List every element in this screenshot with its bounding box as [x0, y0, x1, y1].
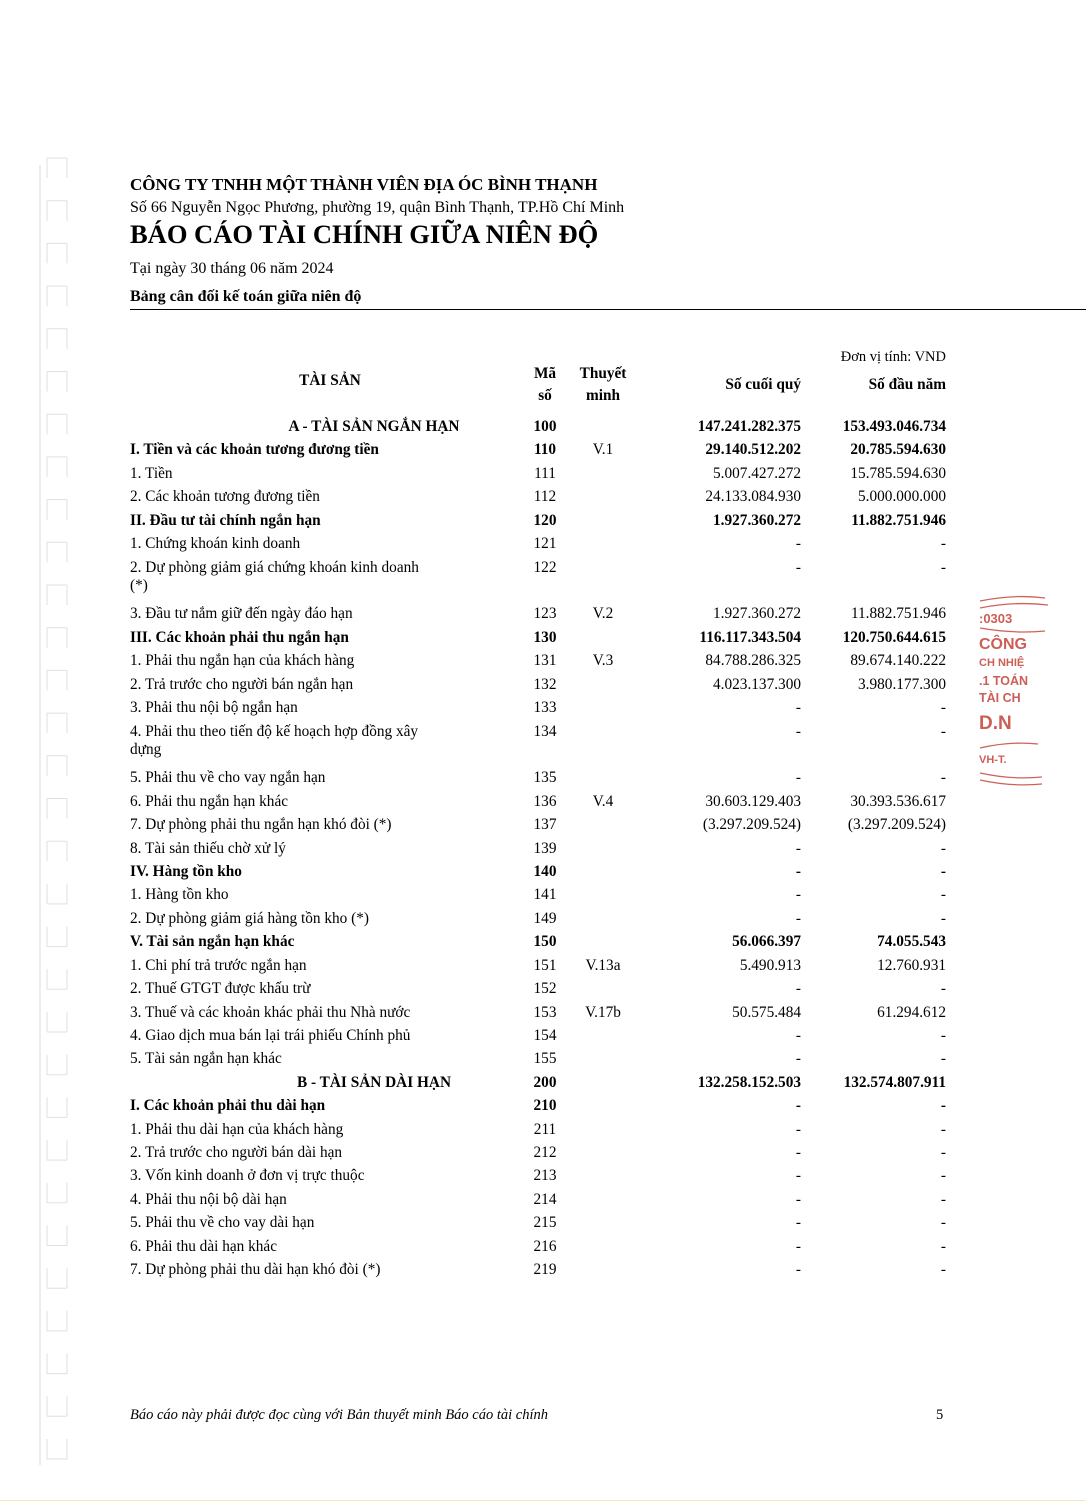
svg-text:VH-T.: VH-T. [979, 754, 1007, 766]
